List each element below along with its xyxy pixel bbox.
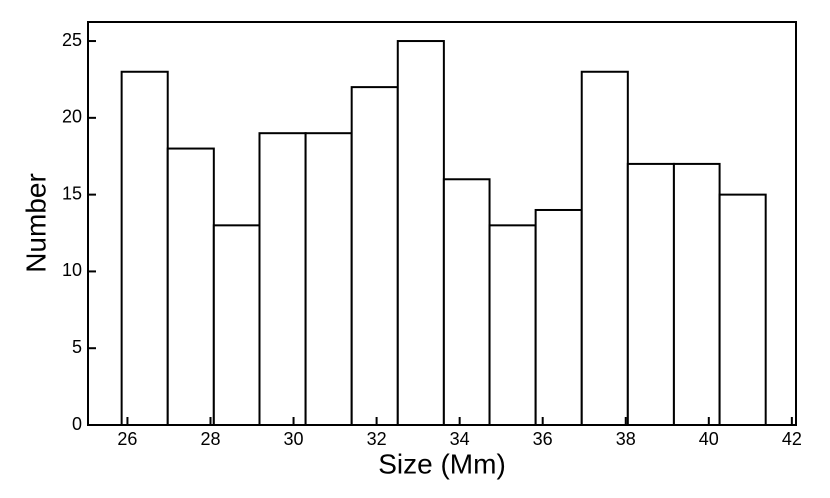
x-tick-label: 32: [367, 429, 387, 449]
x-axis-title: Size (Mm): [378, 448, 506, 479]
bar: [442, 178, 491, 426]
y-tick-label: 20: [62, 107, 82, 127]
bar: [396, 40, 445, 426]
plot-frame: [87, 21, 797, 426]
bar: [212, 224, 261, 426]
bar: [120, 70, 169, 426]
x-tick-label: 42: [782, 429, 802, 449]
y-tick-label: 25: [62, 30, 82, 50]
bar: [350, 86, 399, 427]
bar: [718, 193, 767, 426]
bar: [580, 70, 629, 426]
bar: [258, 132, 307, 426]
y-tick-label: 15: [62, 183, 82, 203]
x-tick-label: 30: [284, 429, 304, 449]
y-axis-title: Number: [20, 173, 51, 273]
bar: [626, 162, 675, 426]
y-tick-label: 10: [62, 260, 82, 280]
bar: [304, 132, 353, 426]
x-tick-label: 38: [616, 429, 636, 449]
bar: [672, 162, 721, 426]
x-tick-label: 36: [533, 429, 553, 449]
bar: [488, 224, 537, 426]
bar: [534, 208, 583, 426]
x-tick-label: 40: [699, 429, 719, 449]
bar: [166, 147, 215, 427]
x-tick-label: 26: [117, 429, 137, 449]
x-tick-label: 28: [200, 429, 220, 449]
y-tick-label: 5: [72, 337, 82, 357]
y-tick-label: 0: [72, 414, 82, 434]
x-tick-label: 34: [450, 429, 470, 449]
